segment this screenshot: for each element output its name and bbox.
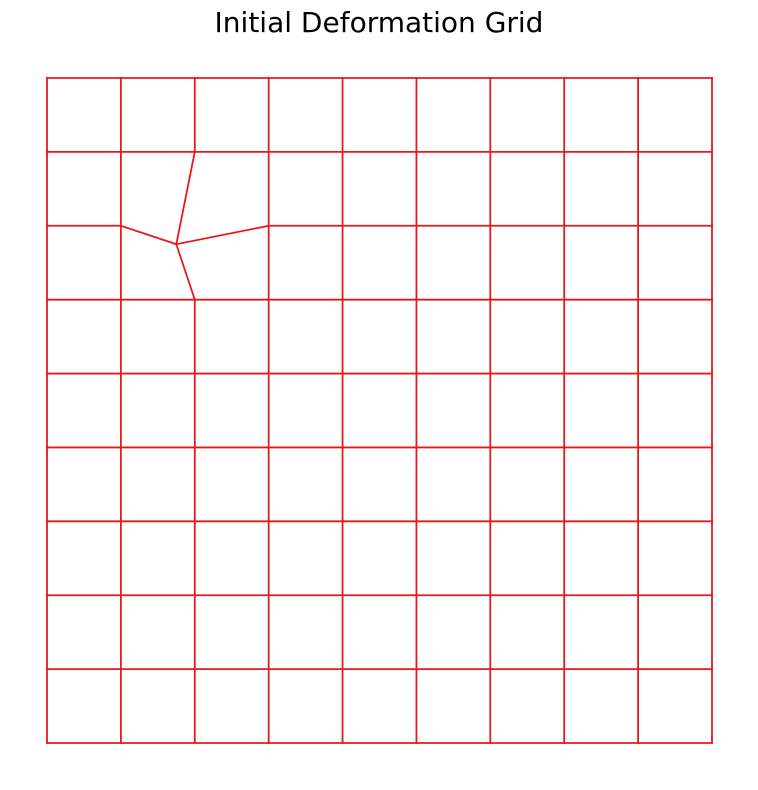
grid-lines [46, 77, 713, 744]
grid-segment-h-2-2 [175, 224, 270, 246]
figure-title: Initial Deformation Grid [214, 6, 544, 39]
grid-segment-v-2-2 [175, 243, 196, 301]
grid-segment-v-2-1 [175, 150, 196, 246]
grid-segment-h-2-1 [119, 224, 178, 246]
